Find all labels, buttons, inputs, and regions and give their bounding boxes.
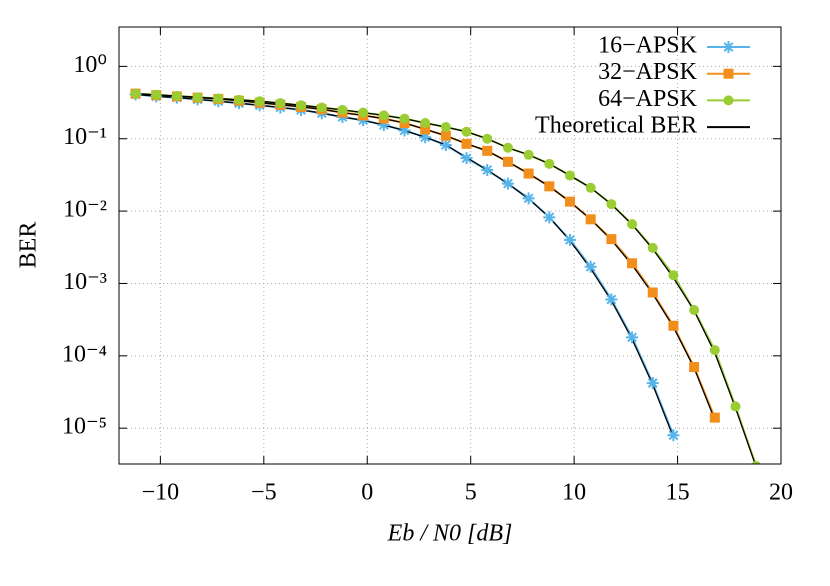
y-tick-label: 10⁻⁵	[62, 414, 107, 440]
x-tick-label: 10	[562, 480, 586, 506]
x-tick-label: −5	[251, 480, 277, 506]
legend-label: Theoretical BER	[535, 113, 697, 139]
y-tick-label: 10⁻³	[63, 269, 107, 295]
marker	[482, 133, 493, 144]
marker	[398, 124, 411, 137]
marker	[420, 117, 431, 128]
marker	[647, 287, 658, 298]
marker	[709, 345, 720, 356]
marker	[709, 412, 720, 423]
marker	[564, 170, 575, 181]
marker	[668, 270, 679, 281]
marker	[501, 177, 514, 190]
marker	[723, 95, 734, 106]
y-tick-label: 10⁻¹	[63, 124, 107, 150]
marker	[564, 196, 575, 207]
x-tick-label: 15	[666, 480, 690, 506]
marker	[130, 88, 141, 99]
marker	[337, 104, 348, 115]
marker	[584, 260, 597, 273]
legend-label: 16−APSK	[598, 33, 698, 59]
marker	[296, 100, 307, 111]
marker	[730, 401, 741, 412]
marker	[722, 41, 735, 53]
marker	[626, 331, 639, 344]
marker	[419, 131, 432, 144]
marker	[667, 429, 680, 442]
marker	[668, 320, 679, 331]
marker	[606, 234, 617, 245]
marker	[627, 258, 638, 269]
marker	[606, 199, 617, 210]
marker	[233, 94, 244, 105]
marker	[461, 138, 472, 149]
marker	[523, 149, 534, 160]
marker	[502, 156, 513, 167]
marker	[171, 90, 182, 101]
marker	[439, 138, 452, 151]
marker	[399, 113, 410, 124]
marker	[585, 214, 596, 225]
marker	[647, 242, 658, 253]
marker	[358, 107, 369, 118]
marker	[460, 152, 473, 165]
marker	[440, 130, 451, 141]
marker	[482, 145, 493, 156]
marker	[522, 192, 535, 205]
marker	[544, 181, 555, 192]
y-axis-label: BER	[16, 222, 42, 269]
marker	[751, 461, 761, 464]
marker	[646, 377, 659, 390]
marker	[151, 89, 162, 100]
marker	[420, 124, 431, 135]
marker	[689, 362, 700, 373]
marker	[523, 168, 534, 179]
axes: −10 −5 0 5 10 15 20 10⁻⁵ 10⁻⁴ 10⁻³ 10⁻² 10⁻¹ 10⁰	[62, 27, 793, 506]
marker	[543, 211, 556, 224]
y-tick-label: 10⁻²	[63, 197, 107, 223]
plot-area	[129, 88, 761, 464]
marker	[689, 304, 700, 315]
x-tick-label: 20	[769, 480, 793, 506]
x-tick-label: 5	[465, 480, 477, 506]
marker	[192, 92, 203, 103]
legend-label: 32−APSK	[598, 59, 698, 85]
marker	[585, 182, 596, 193]
marker	[275, 98, 286, 109]
x-tick-label: −10	[142, 480, 180, 506]
marker	[316, 102, 327, 113]
marker	[481, 163, 494, 176]
marker	[563, 233, 576, 246]
x-axis-label: Eb / N0 [dB]	[387, 521, 513, 547]
marker	[627, 219, 638, 230]
marker	[502, 142, 513, 153]
marker	[377, 118, 390, 131]
marker	[440, 122, 451, 133]
marker	[254, 96, 265, 107]
marker	[378, 110, 389, 121]
y-tick-label: 10⁻⁴	[62, 341, 107, 367]
x-tick-label: 0	[361, 480, 373, 506]
marker	[461, 126, 472, 137]
marker	[723, 68, 734, 79]
y-tick-label: 10⁰	[73, 52, 107, 78]
plot-frame	[118, 26, 782, 465]
marker	[544, 158, 555, 169]
legend-label: 64−APSK	[598, 86, 698, 112]
marker	[213, 93, 224, 104]
marker	[605, 293, 618, 306]
